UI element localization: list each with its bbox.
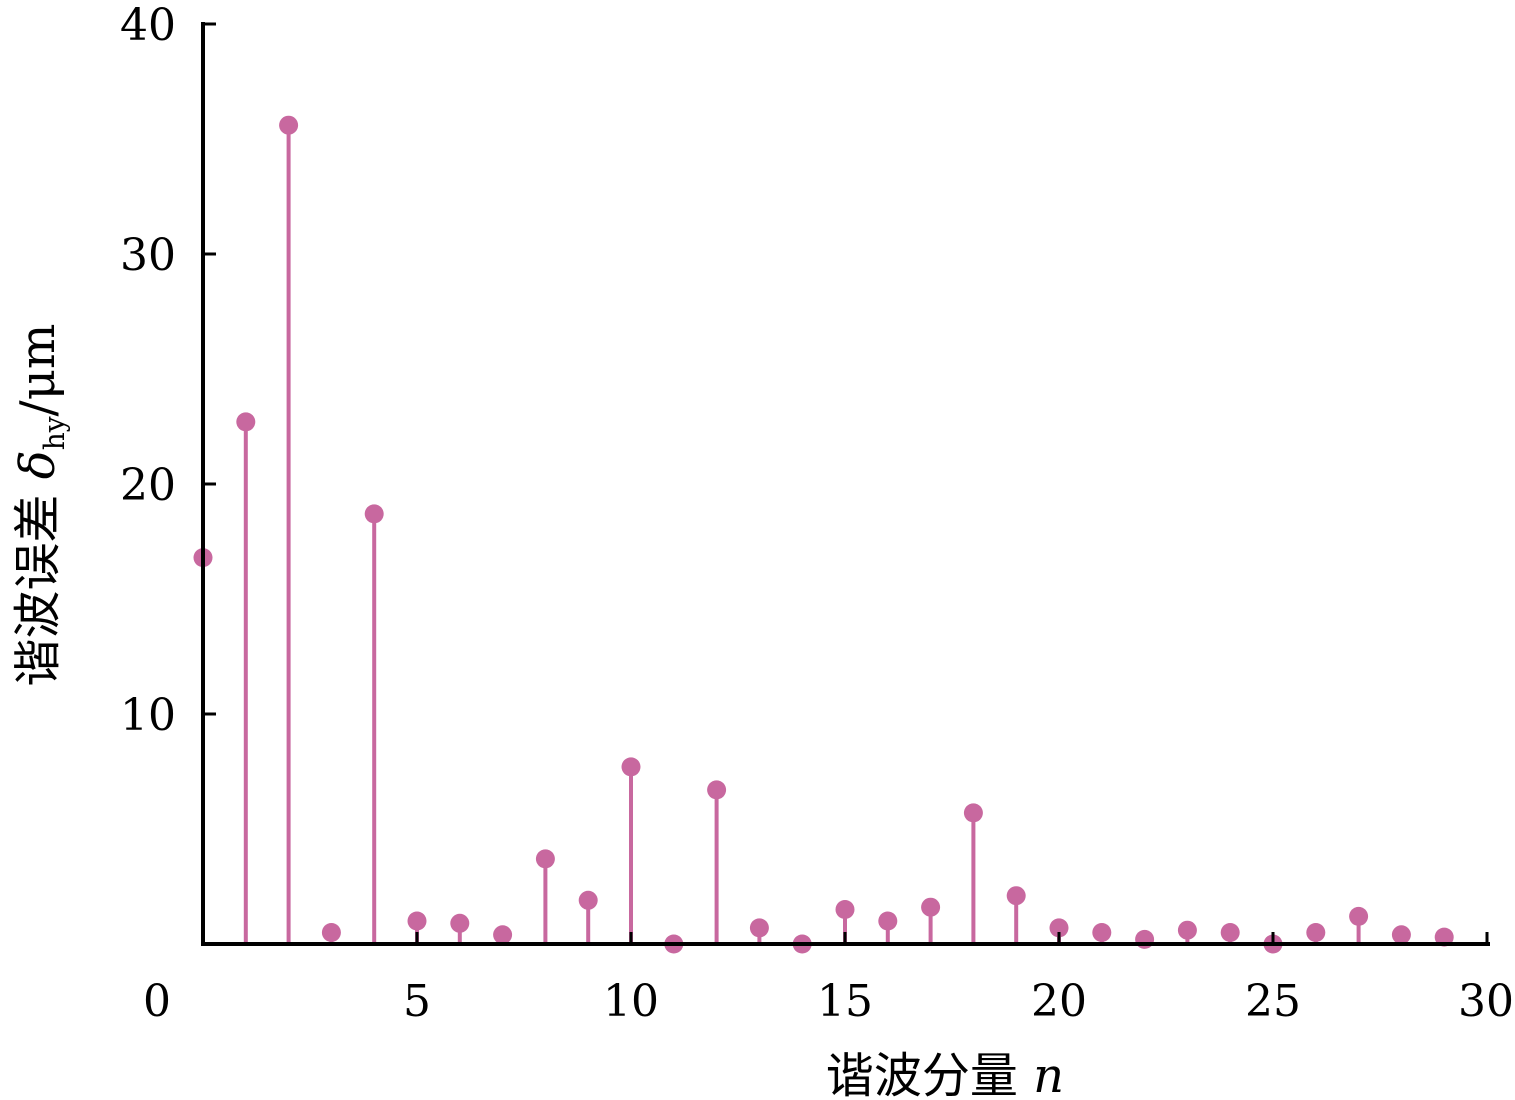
stem-marker <box>407 911 427 931</box>
x-axis-ticks: 0 5 10 15 20 25 30 <box>143 932 1514 1027</box>
stem-marker <box>1135 929 1155 949</box>
stem-marker <box>535 849 555 869</box>
stem-marker <box>236 412 256 432</box>
stem-marker <box>1349 906 1369 926</box>
stem-marker <box>578 890 598 910</box>
stem-marker <box>364 504 384 524</box>
stem-marker <box>707 780 727 800</box>
y-axis-title-text: 谐波误差 δhy/μm <box>10 324 71 687</box>
y-tick-label: 30 <box>120 230 176 281</box>
x-tick-label: 25 <box>1245 976 1301 1027</box>
y-axis-ticks: 10 20 30 40 <box>120 0 216 741</box>
x-tick-label: 10 <box>603 976 659 1027</box>
stem-marker <box>1092 923 1112 942</box>
x-axis-title-text: 谐波分量 n <box>826 1048 1064 1100</box>
stem-marker <box>1006 886 1026 906</box>
stem-marker <box>749 918 769 938</box>
stem-marker <box>963 803 983 823</box>
x-tick-label: 30 <box>1458 976 1514 1027</box>
stem-marker <box>279 115 299 135</box>
x-tick-label: 0 <box>143 976 171 1027</box>
y-axis-title: 谐波误差 δhy/μm <box>10 324 71 687</box>
x-tick-label: 20 <box>1031 976 1087 1027</box>
y-tick-label: 40 <box>120 0 176 51</box>
stem-marker <box>1220 923 1240 942</box>
x-tick-label: 15 <box>817 976 873 1027</box>
x-axis-title: 谐波分量 n <box>826 1048 1064 1100</box>
stem-marker <box>835 900 855 919</box>
x-tick-label: 5 <box>403 976 431 1027</box>
y-tick-label: 10 <box>120 690 176 741</box>
stem-marker <box>450 913 470 933</box>
stem-marker <box>878 911 898 931</box>
stem-marker <box>1177 920 1197 940</box>
stem-marker <box>321 923 341 942</box>
stem-marker <box>1306 923 1326 942</box>
stem-marker <box>493 925 513 945</box>
stem-marker <box>1049 918 1069 938</box>
stem-marker <box>621 757 641 777</box>
stem-marker <box>1391 925 1411 945</box>
stem-marker <box>1434 927 1454 947</box>
stem-marker <box>921 897 941 917</box>
stem-series <box>193 115 1454 954</box>
y-tick-label: 20 <box>120 460 176 511</box>
